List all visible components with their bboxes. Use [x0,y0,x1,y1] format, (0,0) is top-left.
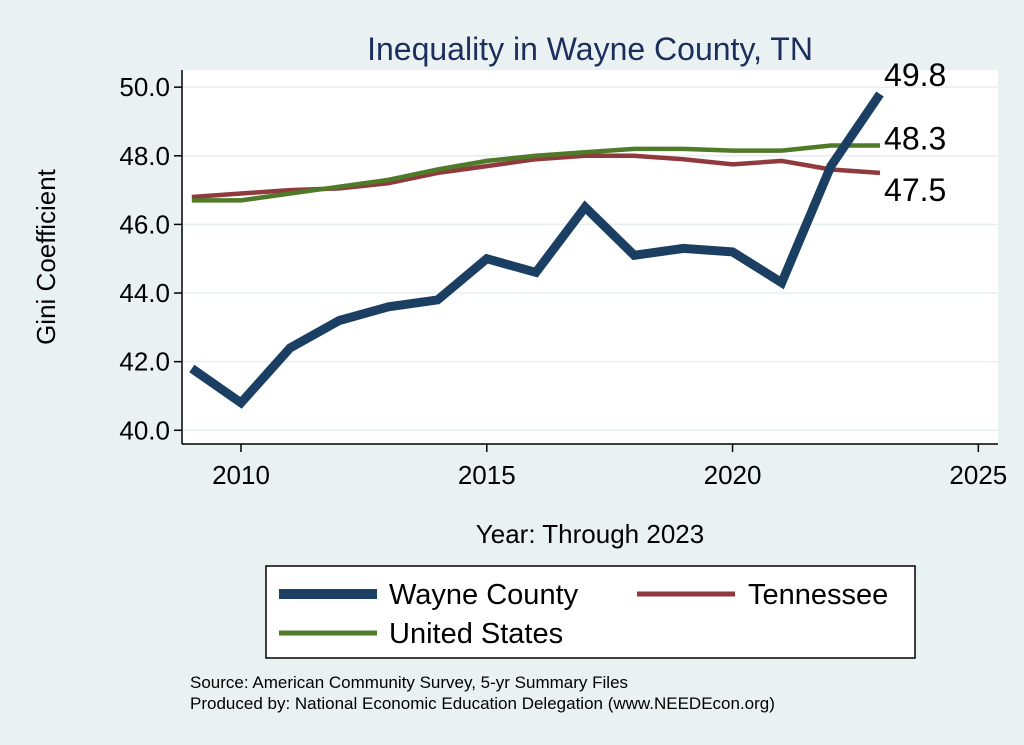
producer-note: Produced by: National Economic Education… [190,694,775,713]
y-axis-label: Gini Coefficient [31,168,61,345]
legend-box [265,565,916,659]
x-axis-label: Year: Through 2023 [476,519,704,549]
y-tick-label: 46.0 [119,209,170,239]
x-tick-label: 2010 [212,460,270,490]
y-tick-label: 42.0 [119,347,170,377]
legend-label-tennessee: Tennessee [748,579,888,611]
series-lines [189,91,884,409]
end-labels: 49.8 48.3 47.5 [884,57,946,208]
x-tick-label: 2025 [949,460,1007,490]
y-tick-label: 48.0 [119,141,170,171]
chart-title: Inequality in Wayne County, TN [367,31,813,67]
end-label-united-states: 48.3 [884,120,946,156]
legend: Wayne County Tennessee United States [265,565,916,659]
source-note: Source: American Community Survey, 5-yr … [190,673,628,692]
legend-label-united-states: United States [389,618,563,650]
end-label-tennessee: 47.5 [884,172,946,208]
x-tick-label: 2015 [458,460,516,490]
end-label-wayne-county: 49.8 [884,57,946,93]
plot-area [182,70,998,444]
y-tick-label: 44.0 [119,278,170,308]
y-tick-label: 50.0 [119,72,170,102]
x-tick-label: 2020 [704,460,762,490]
y-tick-label: 40.0 [119,415,170,445]
axes: 40.0 42.0 44.0 46.0 48.0 50.0 2010 2015 2020 2025 [119,70,1007,490]
legend-label-wayne-county: Wayne County [389,579,579,611]
